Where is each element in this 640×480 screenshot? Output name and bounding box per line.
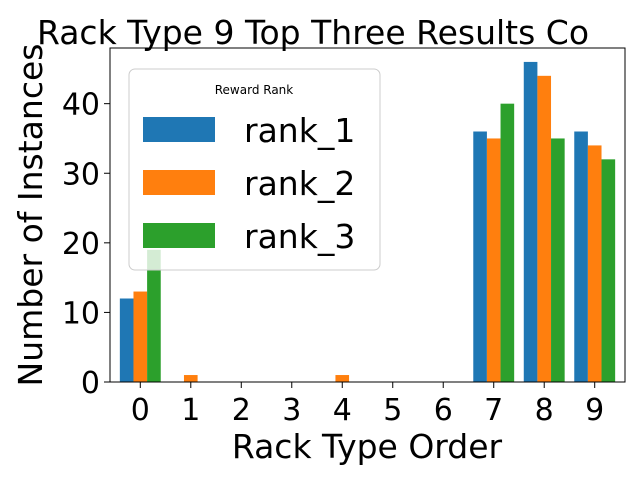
- bar-rank-1-9: [574, 131, 588, 382]
- x-tick-label: 6: [434, 393, 453, 428]
- x-tick-label: 9: [585, 393, 604, 428]
- bar-rank-2-0: [133, 291, 148, 382]
- bar-rank-3-8: [551, 138, 565, 382]
- x-tick-label: 7: [484, 393, 503, 428]
- bar-rank-3-0: [147, 249, 161, 382]
- legend-swatch-rank-3: [143, 223, 215, 248]
- legend-label-rank-3: rank_3: [244, 217, 355, 256]
- legend-label-rank-2: rank_2: [244, 164, 355, 203]
- x-tick-label: 8: [535, 393, 554, 428]
- legend: Reward Rank rank_1 rank_2 rank_3: [128, 68, 381, 271]
- x-tick-label: 1: [181, 393, 200, 428]
- y-tick-label: 0: [81, 366, 100, 401]
- bar-rank-2-8: [537, 75, 552, 382]
- x-tick-label: 2: [232, 393, 251, 428]
- legend-swatch-rank-1: [143, 117, 215, 142]
- x-tick-label: 0: [131, 393, 150, 428]
- bar-rank-2-9: [587, 145, 602, 382]
- legend-label-rank-1: rank_1: [244, 111, 355, 150]
- x-tick-label: 5: [383, 393, 402, 428]
- bar-rank-2-7: [486, 138, 501, 382]
- x-tick-label: 3: [282, 393, 301, 428]
- bar-rank-2-1: [183, 375, 198, 382]
- y-tick-label: 20: [62, 227, 100, 262]
- legend-title: Reward Rank: [215, 83, 294, 97]
- y-axis-ticks: 0 10 20 30 40: [62, 88, 110, 401]
- plot-frame: [109, 47, 626, 383]
- bars-group: [119, 61, 616, 383]
- y-tick-label: 10: [62, 296, 100, 331]
- y-axis-label: Number of Instances: [11, 44, 50, 387]
- bar-rank-3-7: [500, 103, 515, 383]
- bar-rank-1-8: [523, 61, 538, 383]
- y-tick-label: 40: [62, 88, 100, 123]
- bar-rank-1-7: [473, 131, 487, 382]
- x-axis-label: Rack Type Order: [232, 427, 503, 466]
- y-tick-label: 30: [62, 157, 100, 192]
- chart-title: Rack Type 9 Top Three Results Co: [37, 13, 589, 52]
- legend-swatch-rank-2: [143, 170, 215, 195]
- bar-rank-2-4: [335, 375, 350, 382]
- bar-rank-1-0: [119, 298, 134, 382]
- x-tick-label: 4: [333, 393, 352, 428]
- bar-rank-3-9: [601, 159, 616, 382]
